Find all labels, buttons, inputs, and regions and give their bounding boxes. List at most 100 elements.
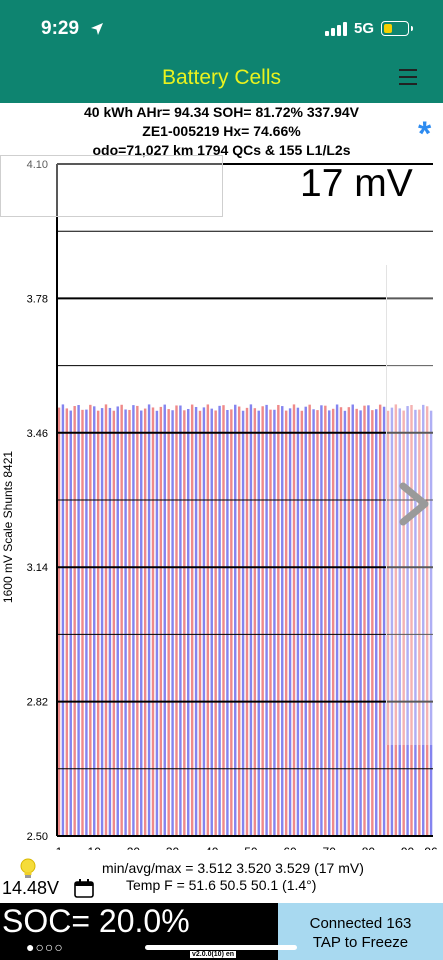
home-indicator[interactable] [145, 945, 297, 950]
cell-bar [394, 404, 398, 836]
cell-bar [265, 404, 268, 836]
cell-bar [386, 410, 390, 836]
cell-bar [375, 409, 378, 836]
cell-bar [155, 410, 159, 836]
cell-bar [359, 410, 362, 836]
cell-bar [143, 408, 147, 836]
cell-bar [210, 408, 213, 836]
app-version: v2.0.0(10) en [190, 951, 237, 958]
cell-bar [331, 408, 335, 836]
cell-bar [198, 410, 202, 836]
cell-bar [378, 404, 382, 836]
connection-button[interactable]: Connected 163 TAP to Freeze [278, 903, 443, 960]
cell-bar [167, 409, 170, 836]
cell-bar [179, 405, 182, 836]
cell-bar [320, 405, 323, 836]
y-tick-label: 4.10 [27, 159, 48, 171]
cell-bar [159, 406, 163, 836]
cell-bar [398, 408, 401, 836]
cell-bar [202, 407, 206, 836]
cell-bar [175, 405, 178, 836]
cell-bar [187, 408, 190, 836]
menu-icon[interactable] [399, 64, 417, 90]
cell-bar [343, 410, 347, 836]
cell-bar [429, 410, 433, 836]
x-tick-label: 10 [88, 845, 102, 850]
battery-summary: 40 kWh AHr= 94.34 SOH= 81.72% 337.94V [84, 104, 359, 120]
battery-icon [381, 21, 413, 36]
cell-bar [410, 405, 413, 836]
cell-voltage-chart[interactable]: 4.10 3.78 3.46 3.14 2.82 2.50 1 10 20 30 40 50 60 70 8… [0, 150, 443, 850]
x-tick-label: 90 [401, 845, 415, 850]
cell-bar [347, 407, 351, 836]
cell-bar [183, 410, 186, 836]
y-tick-label: 3.14 [27, 562, 48, 574]
cell-bar [269, 409, 272, 836]
cell-bar [406, 406, 409, 836]
cell-bar [237, 406, 241, 836]
cell-bar [390, 407, 394, 836]
soc-bar [0, 903, 278, 960]
cell-bar [261, 406, 264, 836]
page-dots[interactable]: ●○○○ [26, 939, 64, 955]
x-tick-label: 40 [205, 845, 219, 850]
x-tick-label: 80 [362, 845, 376, 850]
cell-bar [226, 410, 229, 836]
cell-bar [85, 409, 88, 836]
side-panel [386, 265, 443, 745]
cell-bar [339, 407, 343, 836]
cell-bar [218, 405, 221, 836]
cell-bar [241, 410, 245, 836]
cell-bar [371, 410, 374, 836]
asterisk-icon[interactable]: * [418, 115, 432, 153]
location-arrow-icon [91, 23, 103, 35]
cell-bar [69, 410, 72, 836]
cell-bar [147, 404, 151, 836]
aux-battery-voltage: 14.48V [2, 878, 60, 898]
x-tick-label: 20 [127, 845, 141, 850]
cell-bar [414, 409, 417, 836]
x-tick-label: 70 [323, 845, 337, 850]
x-tick-label: 1 [56, 845, 63, 850]
x-tick-label: 50 [244, 845, 258, 850]
cell-bar [367, 405, 370, 836]
cell-bar [425, 406, 429, 836]
y-tick-label: 2.50 [27, 831, 48, 843]
chevron-right-icon[interactable] [397, 482, 431, 526]
cell-bar [93, 406, 96, 836]
cell-bar [89, 404, 92, 836]
calendar-icon[interactable] [74, 879, 94, 898]
overlay-panel [0, 155, 223, 217]
page-title: Battery Cells [161, 66, 282, 89]
cell-bar [273, 409, 276, 836]
cell-bar [355, 408, 358, 836]
cell-bar [61, 404, 65, 836]
soc-value: SOC= 20.0% [2, 903, 190, 939]
lightbulb-icon[interactable] [19, 858, 37, 880]
cell-bar [253, 408, 257, 836]
cell-bar [351, 404, 354, 836]
cell-bar [288, 408, 292, 836]
cell-bar [120, 404, 123, 836]
cell-bar [300, 410, 304, 836]
cell-bar [116, 406, 119, 836]
cell-bar [222, 405, 225, 836]
min-avg-max: min/avg/max = 3.512 3.520 3.529 (17 mV) [102, 860, 364, 876]
cell-bar [402, 410, 405, 836]
cell-bar [190, 404, 194, 836]
cell-bar [304, 406, 307, 836]
y-tick-label: 2.82 [27, 697, 48, 709]
cell-bar [73, 406, 76, 836]
cell-bar [281, 406, 284, 836]
cell-bar [245, 407, 249, 836]
cell-bar [128, 409, 131, 836]
cell-bar [77, 405, 80, 836]
vin-health: ZE1-005219 Hx= 74.66% [142, 123, 301, 139]
cell-bar [151, 407, 155, 836]
cell-bar [57, 407, 61, 836]
cellular-signal-icon [325, 22, 347, 36]
cell-bar [335, 404, 339, 836]
connection-status: Connected 163 [309, 915, 412, 932]
cell-bar [81, 409, 84, 836]
cell-bar [277, 404, 280, 836]
